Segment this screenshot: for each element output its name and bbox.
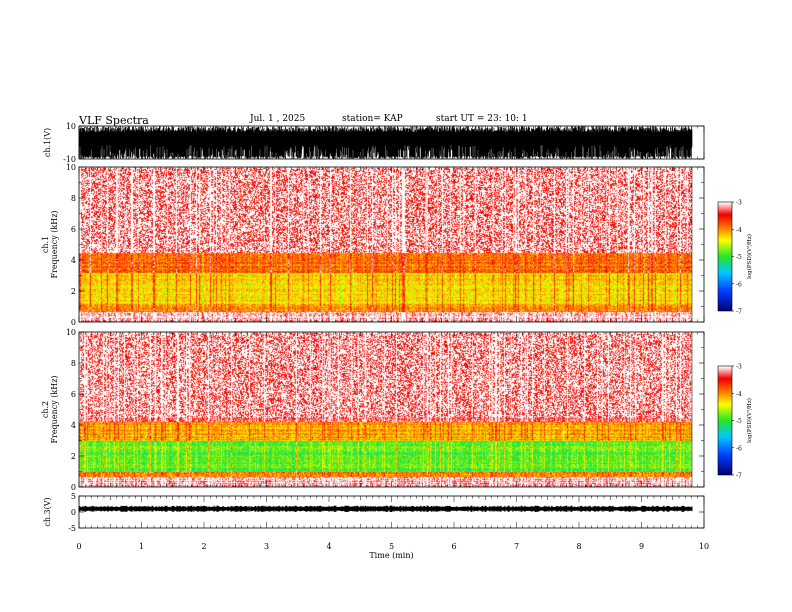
waveform-ch1 (78, 126, 693, 159)
start-time-label: start UT = 23: 10: 1 (436, 114, 528, 124)
y-tick-label: 0 (71, 318, 76, 327)
y-tick-label: -10 (63, 155, 76, 164)
y-tick-label: 10 (66, 163, 76, 172)
y-axis-label: ch.1(V) (43, 128, 52, 157)
colorbar-tick-label: -3 (736, 364, 742, 371)
colorbar-tick-label: -5 (736, 418, 742, 425)
y-tick-label: -5 (68, 524, 76, 533)
y-tick-label: 8 (71, 194, 76, 203)
colorbar-tick-label: -3 (736, 200, 742, 207)
x-tick-label: 3 (264, 542, 269, 551)
station-label: station= KAP (342, 114, 403, 124)
y-tick-label: 4 (71, 421, 76, 430)
spectrogram-layer (79, 167, 732, 487)
y-tick-label: 0 (71, 508, 76, 517)
x-tick-label: 6 (451, 542, 456, 551)
colorbar-label: log(PSD)(V²/Hz) (746, 234, 753, 279)
y-axis-label-channel: ch.2 (41, 401, 50, 418)
y-tick-label: 10 (66, 122, 76, 131)
x-tick-label: 4 (326, 542, 331, 551)
y-tick-label: 0 (71, 483, 76, 492)
x-tick-label: 8 (576, 542, 581, 551)
y-tick-label: 8 (71, 359, 76, 368)
y-axis-label: ch.3(V) (43, 497, 52, 526)
y-axis-label: Frequency (kHz) (50, 210, 59, 278)
y-axis-label: Frequency (kHz) (50, 375, 59, 443)
y-tick-label: 5 (71, 492, 76, 501)
y-tick-label: 6 (71, 390, 76, 399)
colorbar-tick-label: -5 (736, 254, 742, 261)
axes-layer: -3 -4 -5 -6 -7 log(PSD)(V²/Hz) -3 -4 -5 -6 -7 log(P… (41, 122, 753, 560)
spectrogram-ch1 (79, 167, 692, 322)
colorbar-tick-label: -6 (736, 445, 742, 452)
date-label: Jul. 1 , 2025 (250, 114, 306, 124)
spectrogram-ch2 (79, 332, 692, 487)
y-tick-label: 10 (66, 328, 76, 337)
x-axis-label: Time (min) (369, 551, 413, 560)
colorbar-tick-label: -4 (736, 227, 742, 234)
colorbar-tick-label: -7 (736, 473, 742, 480)
y-tick-label: 2 (71, 287, 76, 296)
x-tick-label: 7 (514, 542, 519, 551)
x-tick-label: 9 (639, 542, 644, 551)
colorbar-tick-label: -7 (736, 309, 742, 316)
x-tick-label: 0 (76, 542, 81, 551)
y-tick-label: 2 (71, 452, 76, 461)
colorbar-ch1 (718, 202, 732, 311)
x-tick-label: 10 (699, 542, 709, 551)
colorbar-ch2 (718, 366, 732, 475)
chart-title: VLF Spectra (79, 114, 149, 127)
y-tick-label: 6 (71, 225, 76, 234)
y-axis-label-channel: ch.1 (41, 236, 50, 253)
colorbar-label: log(PSD)(V²/Hz) (746, 398, 753, 443)
x-tick-label: 2 (201, 542, 206, 551)
x-tick-label: 1 (139, 542, 144, 551)
colorbar-tick-label: -4 (736, 391, 742, 398)
waveform-layer (78, 126, 693, 512)
waveform-ch3 (78, 505, 693, 512)
y-tick-label: 4 (71, 256, 76, 265)
x-tick-label: 5 (389, 542, 394, 551)
colorbar-tick-label: -6 (736, 281, 742, 288)
